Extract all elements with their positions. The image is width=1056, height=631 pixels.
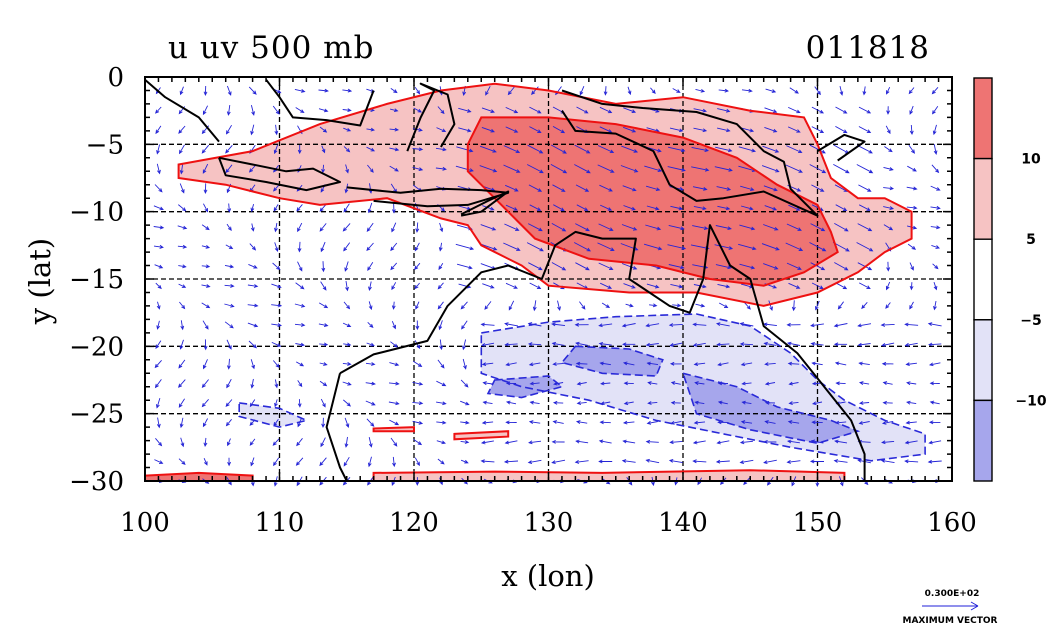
contour-line-7 (560, 345, 664, 377)
axis-tick-labels: 100 110 120 130 140 150 160 0 −5 −10 −15 −20 −25 −30 (69, 63, 977, 538)
x-tick-label: 130 (524, 508, 574, 538)
contour-line-8 (486, 375, 564, 399)
x-tick-label: 150 (793, 508, 843, 538)
colorbar-band-3 (973, 319, 993, 402)
y-tick-label: −5 (86, 130, 124, 160)
y-tick-label: −30 (69, 467, 124, 497)
contour-line-0 (177, 82, 913, 307)
y-axis-label: y (lat) (23, 238, 57, 325)
colorbar-label: 10 (1021, 152, 1041, 168)
x-tick-label: 140 (658, 508, 708, 538)
coastline-3 (346, 186, 510, 208)
coastline-0 (325, 373, 348, 482)
coastline-2 (218, 156, 341, 192)
colorbar-band-4 (973, 399, 993, 482)
chart-title: u uv 500 mb (168, 30, 374, 66)
coastline-1 (339, 224, 866, 481)
contour-line-6 (480, 313, 926, 462)
colorbar-band-1 (973, 157, 993, 240)
colorbar-label: −10 (1015, 393, 1046, 409)
x-tick-label: 110 (255, 508, 305, 538)
contour-region-7 (562, 346, 663, 376)
vector-scale-caption: MAXIMUM VECTOR (902, 616, 997, 626)
y-tick-label: −10 (69, 198, 124, 228)
contour-region-10 (239, 402, 307, 428)
y-tick-label: 0 (107, 63, 124, 93)
y-tick-label: −15 (69, 265, 124, 295)
y-tick-label: −20 (69, 332, 124, 362)
contour-line-5 (372, 426, 415, 433)
coastline-layer (144, 78, 866, 482)
contour-region-1 (467, 117, 838, 286)
contour-line-10 (238, 401, 309, 428)
colorbar: 10 5 −5 −10 (973, 77, 1047, 482)
contour-line-4 (453, 430, 510, 441)
y-tick-label: −25 (69, 400, 124, 430)
contour-fill-layer (145, 83, 926, 481)
coastline-5 (406, 82, 456, 152)
vector-scale-key: 0.300E+02 MAXIMUM VECTOR (902, 589, 997, 626)
x-tick-label: 100 (120, 508, 170, 538)
contour-region-9 (683, 373, 858, 444)
x-axis-label: x (lon) (501, 559, 595, 593)
colorbar-band-0 (973, 77, 993, 160)
coastline-8 (144, 78, 220, 143)
coastline-9 (265, 79, 375, 127)
coastline-6 (561, 89, 819, 217)
colorbar-label: −5 (1020, 313, 1041, 329)
vector-scale-value: 0.300E+02 (925, 589, 980, 599)
colorbar-band-2 (973, 238, 993, 321)
vector-scale-arrowhead (970, 601, 979, 611)
coastline-4 (460, 190, 510, 217)
coastline-7 (816, 133, 866, 162)
date-label: 011818 (806, 30, 930, 66)
x-tick-label: 120 (389, 508, 439, 538)
axis-ticks (144, 76, 953, 482)
contour-line-9 (681, 372, 861, 445)
tick-marks (144, 76, 953, 482)
contour-region-3 (373, 470, 845, 481)
x-tick-label: 160 (927, 508, 977, 538)
colorbar-label: 5 (1026, 232, 1036, 248)
